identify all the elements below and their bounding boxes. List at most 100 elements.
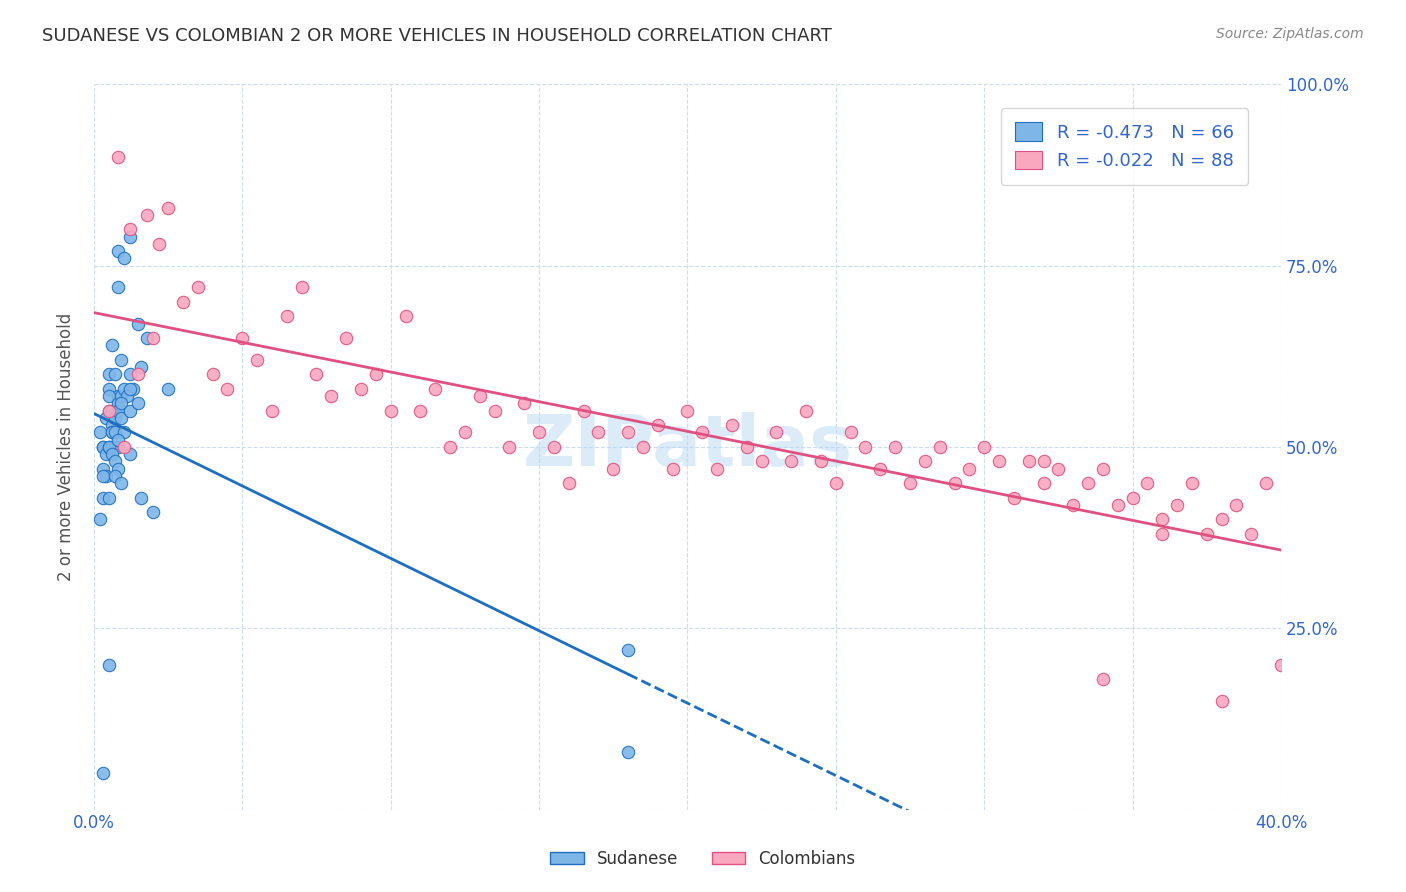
Colombians [1091,672,1114,686]
Colombians [484,403,506,417]
Sudanese [104,425,127,440]
Colombians [1270,657,1292,672]
Colombians [1002,491,1025,505]
Sudanese [107,389,129,403]
Sudanese [104,440,127,454]
Sudanese [110,396,132,410]
Colombians [1211,512,1233,526]
Sudanese [107,433,129,447]
Sudanese [112,252,135,266]
Colombians [973,440,995,454]
Colombians [246,353,269,368]
Sudanese [100,403,122,417]
Colombians [928,440,950,454]
Colombians [721,418,744,433]
Sudanese [97,491,120,505]
Sudanese [110,353,132,368]
Colombians [869,461,891,475]
Colombians [988,454,1011,468]
Colombians [676,403,699,417]
Colombians [855,440,877,454]
Colombians [914,454,936,468]
Colombians [468,389,491,403]
Colombians [690,425,713,440]
Colombians [1122,491,1144,505]
Sudanese [115,389,138,403]
Colombians [572,403,595,417]
Sudanese [89,425,111,440]
Colombians [1032,476,1054,491]
Colombians [350,382,373,396]
Sudanese [118,382,141,396]
Colombians [1152,527,1174,541]
Colombians [794,403,817,417]
Colombians [943,476,966,491]
Sudanese [121,382,143,396]
Colombians [1152,512,1174,526]
Sudanese [89,512,111,526]
Colombians [291,280,314,294]
Sudanese [110,476,132,491]
Colombians [810,454,832,468]
Colombians [1018,454,1040,468]
Colombians [1136,476,1159,491]
Colombians [661,461,683,475]
Colombians [1047,461,1070,475]
Colombians [884,440,907,454]
Legend: Sudanese, Colombians: Sudanese, Colombians [544,844,862,875]
Sudanese [97,382,120,396]
Colombians [735,440,758,454]
Sudanese [97,403,120,417]
Colombians [824,476,846,491]
Sudanese [100,440,122,454]
Sudanese [91,766,114,780]
Sudanese [118,229,141,244]
Sudanese [127,317,149,331]
Colombians [380,403,402,417]
Sudanese [100,447,122,461]
Colombians [1256,476,1278,491]
Sudanese [107,440,129,454]
Colombians [1240,527,1263,541]
Colombians [839,425,862,440]
Colombians [1091,461,1114,475]
Sudanese [131,491,153,505]
Sudanese [100,425,122,440]
Sudanese [110,389,132,403]
Colombians [957,461,980,475]
Colombians [305,368,328,382]
Sudanese [107,396,129,410]
Colombians [409,403,432,417]
Colombians [588,425,610,440]
Sudanese [104,368,127,382]
Sudanese [97,440,120,454]
Colombians [127,368,149,382]
Y-axis label: 2 or more Vehicles in Household: 2 or more Vehicles in Household [58,313,75,581]
Colombians [1225,498,1247,512]
Colombians [187,280,209,294]
Colombians [335,331,357,345]
Sudanese [104,411,127,425]
Sudanese [142,505,165,519]
Sudanese [107,461,129,475]
Colombians [498,440,520,454]
Colombians [364,368,387,382]
Colombians [260,403,283,417]
Colombians [321,389,343,403]
Colombians [898,476,921,491]
Sudanese [91,440,114,454]
Colombians [107,150,129,164]
Sudanese [94,447,117,461]
Sudanese [107,280,129,294]
Sudanese [118,447,141,461]
Sudanese [107,403,129,417]
Text: Source: ZipAtlas.com: Source: ZipAtlas.com [1216,27,1364,41]
Sudanese [97,657,120,672]
Colombians [527,425,550,440]
Sudanese [91,440,114,454]
Sudanese [94,469,117,483]
Sudanese [104,425,127,440]
Colombians [617,425,640,440]
Colombians [1032,454,1054,468]
Sudanese [104,454,127,468]
